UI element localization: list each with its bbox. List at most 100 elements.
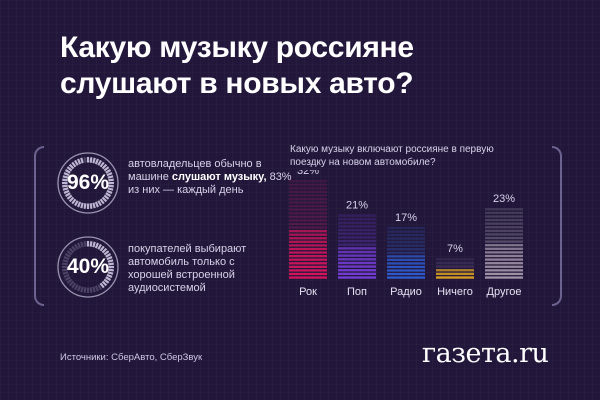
ring-tick — [101, 280, 108, 287]
ring-tick — [92, 241, 96, 248]
ring-tick — [106, 273, 113, 278]
ring-tick — [80, 157, 84, 164]
ring-tick — [68, 280, 75, 287]
ring-tick — [106, 189, 113, 194]
bar-stripe — [387, 258, 425, 261]
bar-stripe — [485, 222, 523, 225]
ring-tick — [66, 166, 73, 172]
ring-tick — [103, 250, 110, 256]
stat-description: автовладельцев обычно в машине слушают м… — [128, 158, 296, 197]
ring-tick — [107, 271, 114, 275]
ring-tick — [92, 157, 96, 164]
ring-tick — [74, 159, 79, 166]
ring-tick — [99, 245, 105, 252]
ring-tick — [107, 259, 114, 263]
ring-tick — [103, 278, 110, 284]
ring-tick — [77, 242, 82, 249]
ring-tick — [89, 157, 93, 163]
category-label: Другое — [487, 286, 522, 298]
bar-stripe — [485, 262, 523, 265]
ring-tick — [97, 284, 102, 291]
chart-title: Какую музыку включают россияне в первую … — [290, 144, 494, 168]
bar-Радио — [387, 226, 425, 279]
category-label: Радио — [390, 286, 422, 298]
bar-stripe — [338, 218, 376, 221]
bar-stripe — [289, 233, 327, 236]
bar-stripe — [338, 221, 376, 225]
ring-tick — [106, 172, 113, 177]
ring-tick — [74, 243, 79, 250]
bar-stripe — [436, 269, 474, 272]
bar-stripe — [289, 230, 327, 233]
ring-tick — [108, 184, 114, 188]
bar-stripe — [485, 211, 523, 215]
ring-tick — [97, 159, 102, 166]
ring-tick — [103, 166, 110, 172]
bar-stripe — [289, 190, 327, 193]
bar-stripe — [289, 262, 327, 265]
ring-tick — [92, 286, 96, 293]
bar-stripe — [289, 237, 327, 240]
bar-stripe — [387, 226, 425, 230]
bar-stripe — [338, 272, 376, 276]
ring-tick — [101, 196, 108, 203]
ring-tick — [80, 286, 84, 293]
ring-tick — [83, 157, 87, 163]
ring-tick — [64, 276, 71, 281]
bar-stripe — [338, 254, 376, 257]
ring-tick — [94, 158, 99, 165]
ring-tick — [74, 200, 79, 207]
bar-stripe — [289, 255, 327, 258]
ring-tick — [94, 285, 99, 292]
ring-tick — [83, 203, 87, 209]
ring-tick — [89, 241, 93, 247]
ring-tick — [80, 241, 84, 248]
left-bracket — [34, 146, 44, 306]
bar-stripe — [485, 208, 523, 211]
bar-stripe — [289, 215, 327, 218]
category-label: Поп — [347, 286, 367, 298]
bar-stripe — [387, 265, 425, 269]
bar-Другое — [485, 208, 523, 279]
ring-tick — [108, 178, 114, 182]
ring-tick — [107, 175, 114, 179]
category-label: Ничего — [437, 286, 473, 298]
bar-stripe — [485, 218, 523, 222]
bar-stripe — [387, 251, 425, 254]
bar-stripe — [485, 229, 523, 232]
ring-tick — [101, 247, 108, 254]
bar-stripe — [485, 244, 523, 247]
ring-tick — [64, 169, 71, 174]
ring-tick — [66, 278, 73, 284]
ring-tick — [105, 253, 112, 258]
bar-stripe — [387, 230, 425, 233]
ring-tick — [99, 282, 105, 289]
bar-stripe — [338, 232, 376, 235]
ring-tick — [94, 242, 99, 249]
ring-tick — [62, 271, 69, 275]
bar-stripe — [289, 251, 327, 254]
ring-tick — [108, 262, 114, 266]
bar-stripe — [485, 247, 523, 250]
value-label: 7% — [447, 243, 463, 255]
ring-outline — [57, 236, 119, 298]
category-label: Рок — [299, 286, 317, 298]
ring-tick — [97, 200, 102, 207]
stat-text-part: 83% из них — каждый день — [128, 171, 292, 196]
bar-Рок — [289, 180, 327, 279]
bar-chart: 32% Рок 21% Поп 17% Радио 7% Ничего 23% Другое — [289, 170, 523, 298]
bar-stripe — [485, 215, 523, 218]
ring-tick — [77, 158, 82, 165]
ring-tick — [77, 285, 82, 292]
ring-tick — [101, 163, 108, 170]
ring-tick — [106, 256, 113, 261]
bar-stripe — [436, 265, 474, 268]
ring-tick — [62, 178, 68, 182]
ring-tick — [63, 172, 70, 177]
ring-tick — [62, 187, 69, 191]
ring-tick — [77, 201, 82, 208]
bar-stripe — [289, 269, 327, 272]
bar-stripe — [387, 233, 425, 237]
bar-stripe — [338, 265, 376, 268]
ring-tick — [108, 268, 114, 272]
